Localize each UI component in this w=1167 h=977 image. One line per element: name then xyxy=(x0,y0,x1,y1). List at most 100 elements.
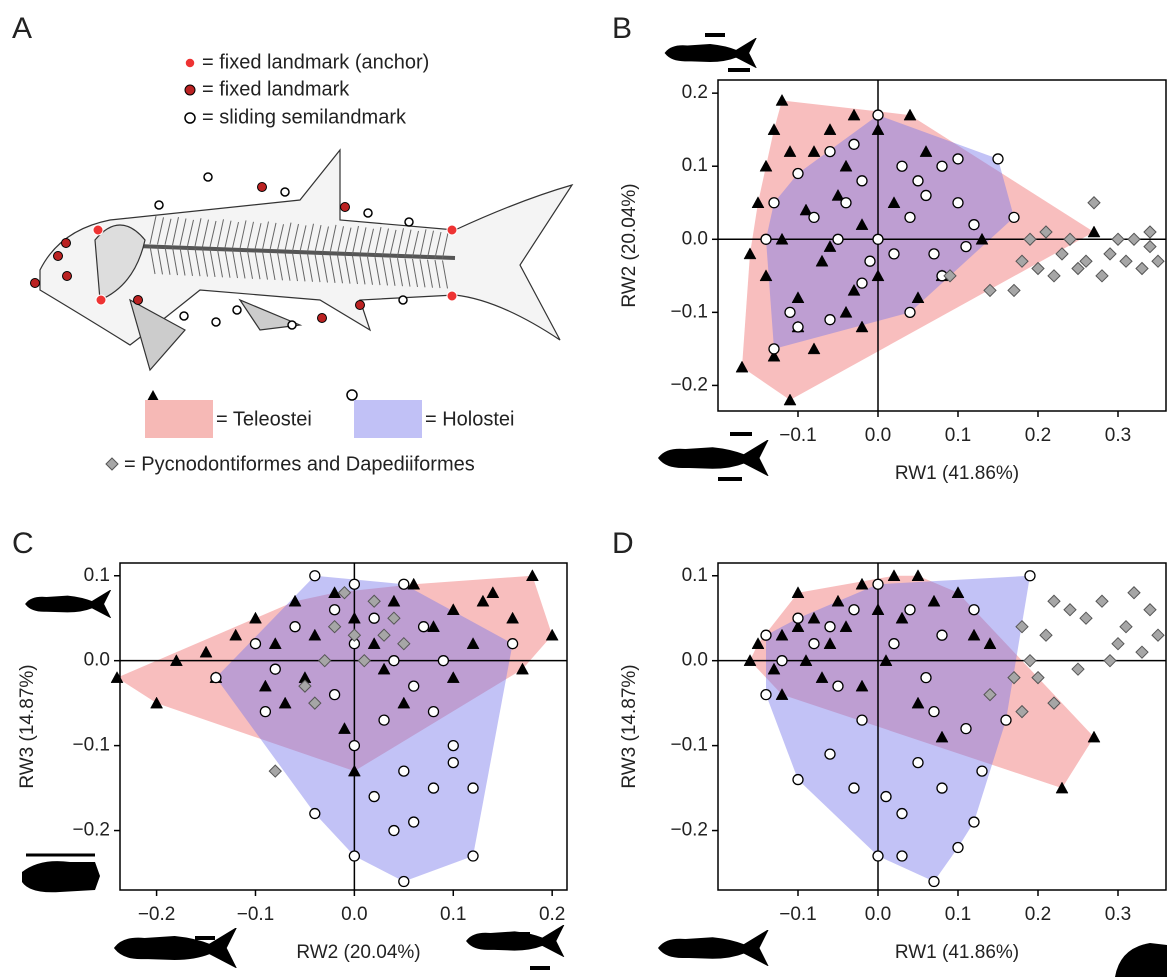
x-tick-label: 0.3 xyxy=(1105,904,1131,925)
circle-point xyxy=(1024,570,1036,582)
circle-point xyxy=(348,578,361,590)
triangle-point xyxy=(983,637,997,649)
triangle-point xyxy=(783,393,797,406)
circle-point xyxy=(408,816,420,828)
circle-point xyxy=(328,604,341,616)
circle-point xyxy=(768,197,780,209)
triangle-point xyxy=(397,696,411,709)
x-tick-label: −0.1 xyxy=(237,904,275,925)
sliding-marker xyxy=(184,112,196,124)
diamond-point xyxy=(1047,594,1061,608)
triangle-point xyxy=(871,603,885,615)
y-tick-label: 0.2 xyxy=(682,82,708,103)
triangle-point xyxy=(751,637,765,649)
diamond-point xyxy=(1143,239,1157,254)
diamond-point xyxy=(1095,269,1109,283)
triangle-point xyxy=(169,654,183,666)
circle-point xyxy=(368,790,380,803)
fish-skeleton xyxy=(39,148,574,372)
circle-point xyxy=(872,850,884,862)
circle-point xyxy=(960,240,972,253)
circle-point xyxy=(388,824,400,837)
circle-point xyxy=(904,306,916,319)
triangle-point xyxy=(407,577,421,590)
legend-text: = Teleostei xyxy=(216,408,312,430)
triangle-point xyxy=(377,662,391,675)
circle-point xyxy=(896,807,908,820)
circle-point xyxy=(968,816,980,828)
y-tick-label: −0.2 xyxy=(72,820,110,841)
x-axis-label: RW2 (20.04%) xyxy=(296,942,420,963)
circle-point xyxy=(880,790,892,803)
group-hull xyxy=(215,575,513,882)
circle-point xyxy=(768,343,780,355)
triangle-point xyxy=(767,662,781,675)
triangle-point xyxy=(367,637,381,649)
diamond-point xyxy=(1007,283,1021,298)
diamond-point xyxy=(318,653,332,668)
x-tick-label: 0.0 xyxy=(865,904,891,925)
circle-point xyxy=(760,688,772,701)
panel-label: A xyxy=(12,12,32,45)
circle-point xyxy=(976,765,988,777)
diamond-point xyxy=(1127,232,1141,246)
diamond-point xyxy=(1111,636,1125,651)
plot-frame xyxy=(119,562,568,891)
circle-point xyxy=(368,612,380,624)
diamond-point xyxy=(1055,247,1069,261)
triangle-point xyxy=(775,232,789,245)
diamond-point xyxy=(1047,696,1061,710)
circle-point xyxy=(824,748,836,760)
diamond-point xyxy=(387,611,401,625)
circle-point xyxy=(388,655,400,667)
circle-point xyxy=(398,578,410,590)
triangle-point xyxy=(839,620,853,632)
y-axis-label: RW3 (14.87%) xyxy=(17,664,38,788)
circle-point xyxy=(328,688,341,701)
circle-point xyxy=(960,722,972,735)
diamond-point xyxy=(1031,670,1045,685)
y-axis-label: RW3 (14.87%) xyxy=(619,664,640,788)
triangle-point xyxy=(775,628,789,641)
scatter-panel: D −0.1 0.0 0.1 0.2 0.3 −0.2 −0.1 0.0 0.1 RW1 (41.8… xyxy=(612,527,1167,963)
triangle-point xyxy=(759,269,773,282)
circle-point xyxy=(398,875,410,888)
triangle-marker xyxy=(147,390,159,401)
circle-point xyxy=(896,160,908,172)
landmarks xyxy=(30,172,458,330)
triangle-point xyxy=(847,283,861,296)
diamond-point xyxy=(1119,619,1133,634)
circle-point xyxy=(437,655,450,667)
triangle-point xyxy=(347,611,361,624)
y-tick-label: 0.1 xyxy=(682,565,708,586)
diamond-point xyxy=(1135,261,1149,276)
triangle-point xyxy=(1087,730,1101,743)
triangle-point xyxy=(110,671,124,683)
triangle-point xyxy=(258,679,272,692)
circle-point xyxy=(912,175,924,187)
triangle-point xyxy=(823,240,837,252)
circle-point xyxy=(259,705,272,718)
diamond-point xyxy=(983,283,997,298)
diamond-point xyxy=(1071,261,1085,276)
x-tick-label: −0.1 xyxy=(779,425,817,446)
diamond-point xyxy=(1143,225,1157,239)
y-tick-label: −0.1 xyxy=(670,301,708,322)
x-tick-label: −0.1 xyxy=(779,904,817,925)
panel-label: B xyxy=(612,12,632,45)
diamond-point xyxy=(397,636,411,651)
y-axis-label: RW2 (20.04%) xyxy=(619,183,640,307)
y-tick-label: 0.0 xyxy=(682,650,708,671)
y-tick-label: −0.2 xyxy=(670,374,708,395)
circle-point xyxy=(289,621,301,633)
x-tick-label: −0.2 xyxy=(138,904,176,925)
circle-point xyxy=(928,248,940,260)
circle-point xyxy=(792,321,804,333)
x-axis-label: RW1 (41.86%) xyxy=(895,942,1019,963)
triangle-point xyxy=(268,637,282,649)
x-tick-label: 0.1 xyxy=(440,904,466,925)
circle-point xyxy=(417,621,430,633)
circle-point xyxy=(920,189,932,202)
group-hull xyxy=(750,575,1094,789)
